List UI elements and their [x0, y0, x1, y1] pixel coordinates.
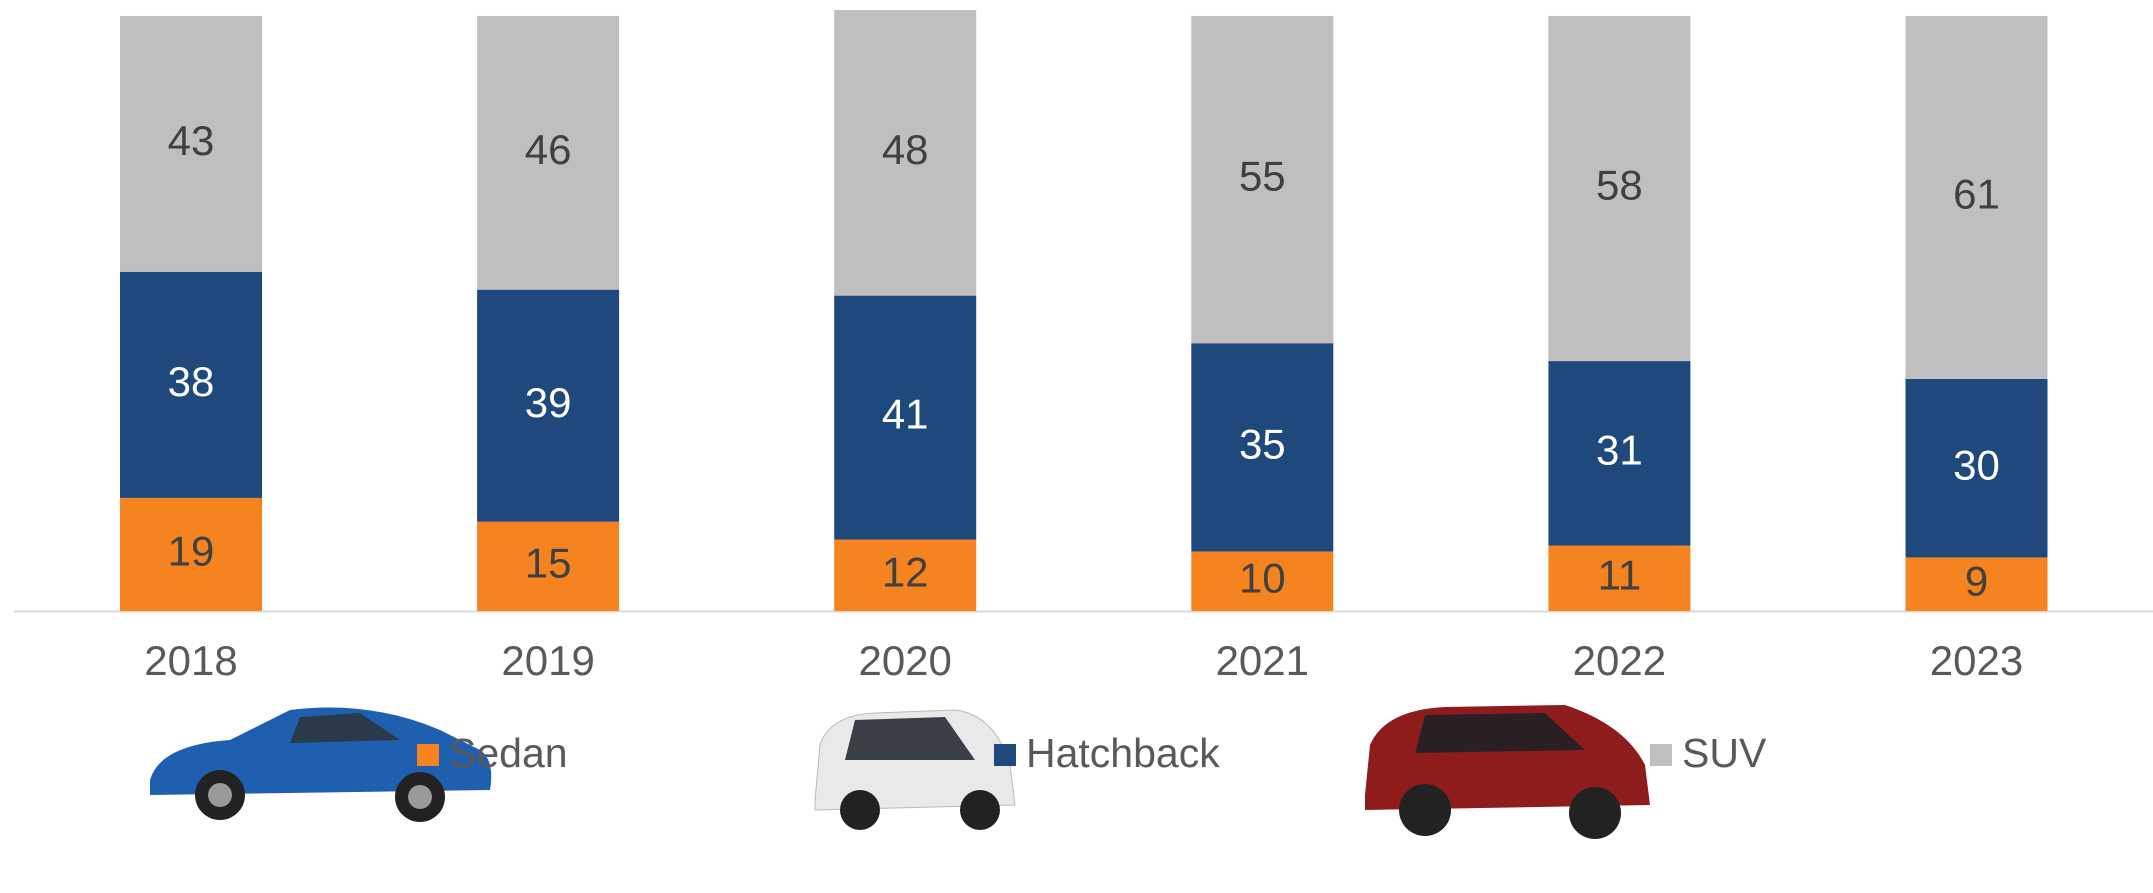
bar-segment: [1905, 557, 2048, 611]
bar-segment: [1191, 551, 1334, 611]
legend-swatch: [1650, 744, 1672, 766]
x-tick-label: 2020: [858, 637, 951, 684]
data-label: 41: [882, 391, 929, 438]
data-label: 38: [168, 358, 215, 405]
data-label: 43: [168, 117, 215, 164]
x-tick-label: 2021: [1216, 637, 1309, 684]
car-illustration-suv: [1365, 705, 1650, 839]
bar-segment: [120, 15, 262, 272]
data-label: 15: [525, 539, 572, 586]
legend-label: Sedan: [449, 730, 568, 776]
bar-segment: [1548, 15, 1691, 362]
bar-segment: [834, 10, 977, 296]
bar-segment: [120, 497, 262, 611]
data-label: 58: [1596, 162, 1643, 209]
x-tick-label: 2022: [1573, 637, 1666, 684]
data-label: 39: [525, 379, 572, 426]
bar-segment: [477, 521, 620, 611]
data-label: 61: [1953, 171, 2000, 218]
bar-segment: [834, 295, 977, 540]
bar-segment: [1905, 15, 2048, 379]
legend-label: SUV: [1682, 730, 1767, 776]
data-label: 12: [882, 548, 929, 595]
x-tick-label: 2018: [144, 637, 237, 684]
car-illustration-hatchback: [814, 709, 1016, 830]
data-label: 9: [1965, 557, 1988, 604]
bar-segment: [477, 289, 620, 522]
data-label: 48: [882, 126, 929, 173]
bar-segment: [120, 271, 262, 498]
data-label: 11: [1598, 551, 1642, 598]
legend-item: Hatchback: [994, 730, 1220, 776]
data-label: 19: [168, 528, 215, 575]
x-tick-label: 2023: [1930, 637, 2023, 684]
x-tick-label: 2019: [501, 637, 594, 684]
data-label: 31: [1596, 426, 1643, 473]
legend-label: Hatchback: [1026, 730, 1220, 776]
legend-swatch: [994, 744, 1016, 766]
data-label: 46: [525, 126, 572, 173]
data-label: 10: [1239, 554, 1286, 601]
car-illustration-sedan: [150, 707, 492, 822]
bar-segment: [1548, 361, 1691, 546]
legend-swatch: [417, 744, 439, 766]
bar-segment: [1548, 545, 1691, 611]
bar-segment: [1191, 343, 1334, 552]
bar-segment: [1191, 15, 1334, 344]
legend-item: Sedan: [417, 730, 568, 776]
legend-item: SUV: [1650, 730, 1767, 776]
bar-segment: [477, 15, 620, 290]
bar-segment: [834, 539, 977, 611]
bar-segment: [1905, 378, 2048, 558]
data-label: 35: [1239, 420, 1286, 467]
data-label: 30: [1953, 441, 2000, 488]
data-label: 55: [1239, 153, 1286, 200]
